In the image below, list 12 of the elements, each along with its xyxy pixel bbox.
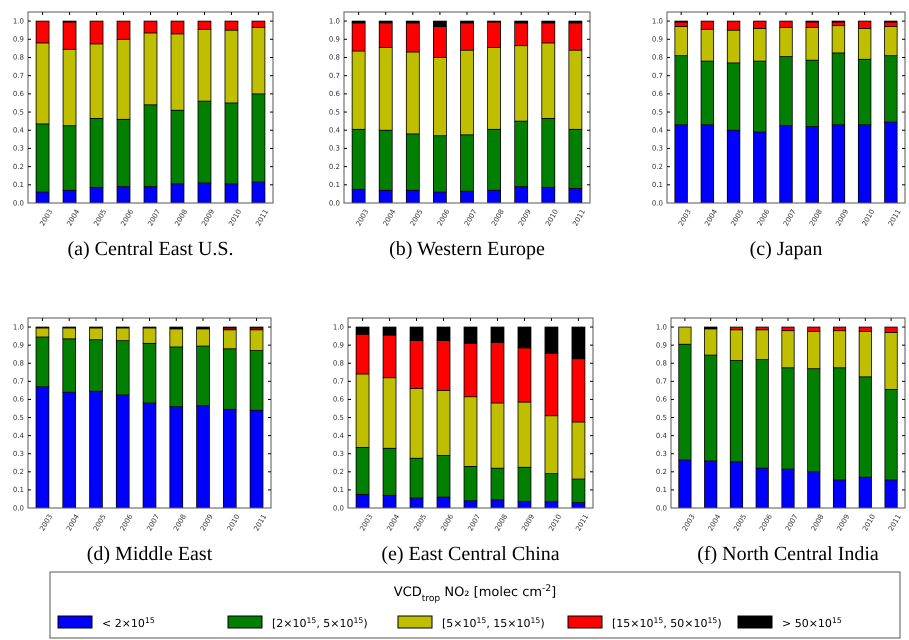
legend-label: > 50×10$^{15}$ [782, 616, 842, 630]
legend-label: [15×10$^{15}$, 50×10$^{15}$) [612, 616, 722, 630]
text: (a) Central East U.S. [67, 238, 234, 260]
legend-label: < 2×10$^{15}$ [102, 616, 155, 630]
legend-label: [2×10$^{15}$, 5×10$^{15}$) [272, 616, 368, 630]
text: (b) Western Europe [389, 238, 545, 260]
legend-title: VCD$_{trop}$ NO₂ [molec cm$^{-2}$] [394, 584, 556, 604]
text: (d) Middle East [86, 543, 213, 565]
legend-label: [5×10$^{15}$, 15×10$^{15}$) [442, 616, 545, 630]
text: (c) Japan [750, 238, 822, 260]
text: (e) East Central China [381, 543, 560, 565]
text: (f) North Central India [697, 543, 879, 565]
